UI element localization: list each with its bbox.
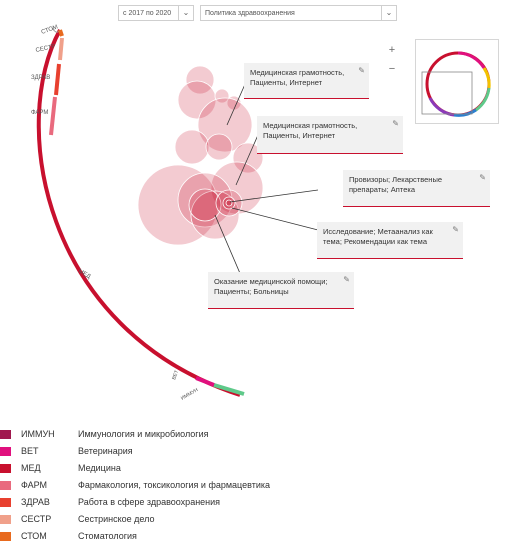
topic-bubble[interactable] [222,196,236,210]
tooltip-text: Исследование; Метаанализ как тема; Реком… [323,227,433,246]
legend-name: Медицина [78,463,121,473]
topic-value: Политика здравоохранения [205,10,295,17]
legend-name: Сестринское дело [78,514,155,524]
arc-label-vet: ВЕТ [171,369,180,380]
topic-bubble[interactable] [215,189,243,217]
legend-swatch [0,481,11,490]
topic-bubble[interactable] [225,199,233,207]
legend-code: ЗДРАВ [21,497,50,507]
legend-swatch [0,430,11,439]
tooltip-text: Медицинская грамотность, Пациенты, Интер… [263,121,358,140]
legend-item-vet: ВЕТ Ветеринария [0,443,513,460]
zoom-out-button[interactable]: − [385,62,399,76]
chevron-down-icon[interactable]: ⌄ [381,6,396,20]
arc-segment-immun [213,383,245,396]
legend-item-farm: ФАРМ Фармакология, токсикология и фармац… [0,477,513,494]
legend-swatch [0,532,11,541]
legend-name: Ветеринария [78,446,133,456]
arc-segment-farm [49,96,57,136]
arc-label-zdrav: ЗДРАВ [31,75,50,81]
legend-swatch [0,515,11,524]
year-range-value: с 2017 по 2020 [123,10,172,17]
arc-segment-vet [195,376,215,387]
leader-line [229,189,319,203]
arc-segment-stom [58,29,64,37]
tooltip-text: Провизоры; Лекарственые препараты; Аптек… [349,175,443,194]
arc-segment-zdrav [54,63,61,96]
topic-tooltip[interactable]: Медицинская грамотность, Пациенты, Интер… [257,116,403,154]
topic-tooltip[interactable]: Оказание медицинской помощи; Пациенты; Б… [208,272,354,309]
topic-bubble[interactable] [210,161,264,215]
zoom-in-button[interactable]: + [385,43,399,57]
arc-label-med: МЕД [77,269,91,281]
year-range-select[interactable]: с 2017 по 2020 ⌄ [118,5,194,21]
legend-item-zdrav: ЗДРАВ Работа в сфере здравоохранения [0,494,513,511]
legend-code: СТОМ [21,531,47,541]
legend-name: Фармакология, токсикология и фармацевтик… [78,480,270,490]
legend-item-stom: СТОМ Стоматология [0,528,513,545]
topic-bubble[interactable] [197,97,253,153]
minimap[interactable] [415,39,499,124]
pin-icon[interactable]: ✎ [392,119,399,128]
legend-name: Иммунология и микробиология [78,429,209,439]
legend-swatch [0,498,11,507]
legend-code: МЕД [21,463,41,473]
topic-tooltip[interactable]: Медицинская грамотность, Пациенты, Интер… [244,63,369,99]
legend-item-immun: ИММУН Иммунология и микробиология [0,426,513,443]
legend-item-med: МЕД Медицина [0,460,513,477]
topic-bubble[interactable] [185,65,215,95]
minimap-viewport[interactable] [421,71,473,115]
topic-tooltip[interactable]: Исследование; Метаанализ как тема; Реком… [317,222,463,259]
arc-label-farm: ФАРМ [31,110,48,116]
leader-line [226,81,247,126]
topic-network-visualization[interactable]: СТОМ СЕСТР ЗДРАВ ФАРМ МЕД ВЕТ ИММУН [0,0,513,420]
tooltip-text: Оказание медицинской помощи; Пациенты; Б… [214,277,328,296]
pin-icon[interactable]: ✎ [479,173,486,182]
legend-code: ВЕТ [21,446,39,456]
topic-tooltip[interactable]: Провизоры; Лекарственые препараты; Аптек… [343,170,490,207]
topic-bubble[interactable] [188,188,222,222]
leader-line [235,134,259,186]
legend-item-sestr: СЕСТР Сестринское дело [0,511,513,528]
legend-name: Работа в сфере здравоохранения [78,497,221,507]
discipline-arc [36,29,241,397]
topic-bubble[interactable] [205,133,233,161]
topic-select[interactable]: Политика здравоохранения ⌄ [200,5,397,21]
arc-label-immun: ИММУН [180,387,200,402]
pin-icon[interactable]: ✎ [452,225,459,234]
arc-label-stom: СТОМ [41,24,59,36]
topic-bubble[interactable] [174,129,210,165]
arc-label-sestr: СЕСТР [35,44,56,54]
pin-icon[interactable]: ✎ [343,275,350,284]
legend-swatch [0,447,11,456]
pin-icon[interactable]: ✎ [358,66,365,75]
tooltip-text: Медицинская грамотность, Пациенты, Интер… [250,68,345,87]
legend-code: ИММУН [21,429,55,439]
leader-line [231,207,319,231]
legend-code: ФАРМ [21,480,48,490]
legend-swatch [0,464,11,473]
topic-bubble[interactable] [214,88,230,104]
legend-name: Стоматология [78,531,137,541]
topic-bubble[interactable] [137,164,219,246]
arc-segment-sestr [58,37,64,61]
chevron-down-icon[interactable]: ⌄ [178,6,193,20]
minimap-ring [421,51,491,117]
legend-code: СЕСТР [21,514,52,524]
